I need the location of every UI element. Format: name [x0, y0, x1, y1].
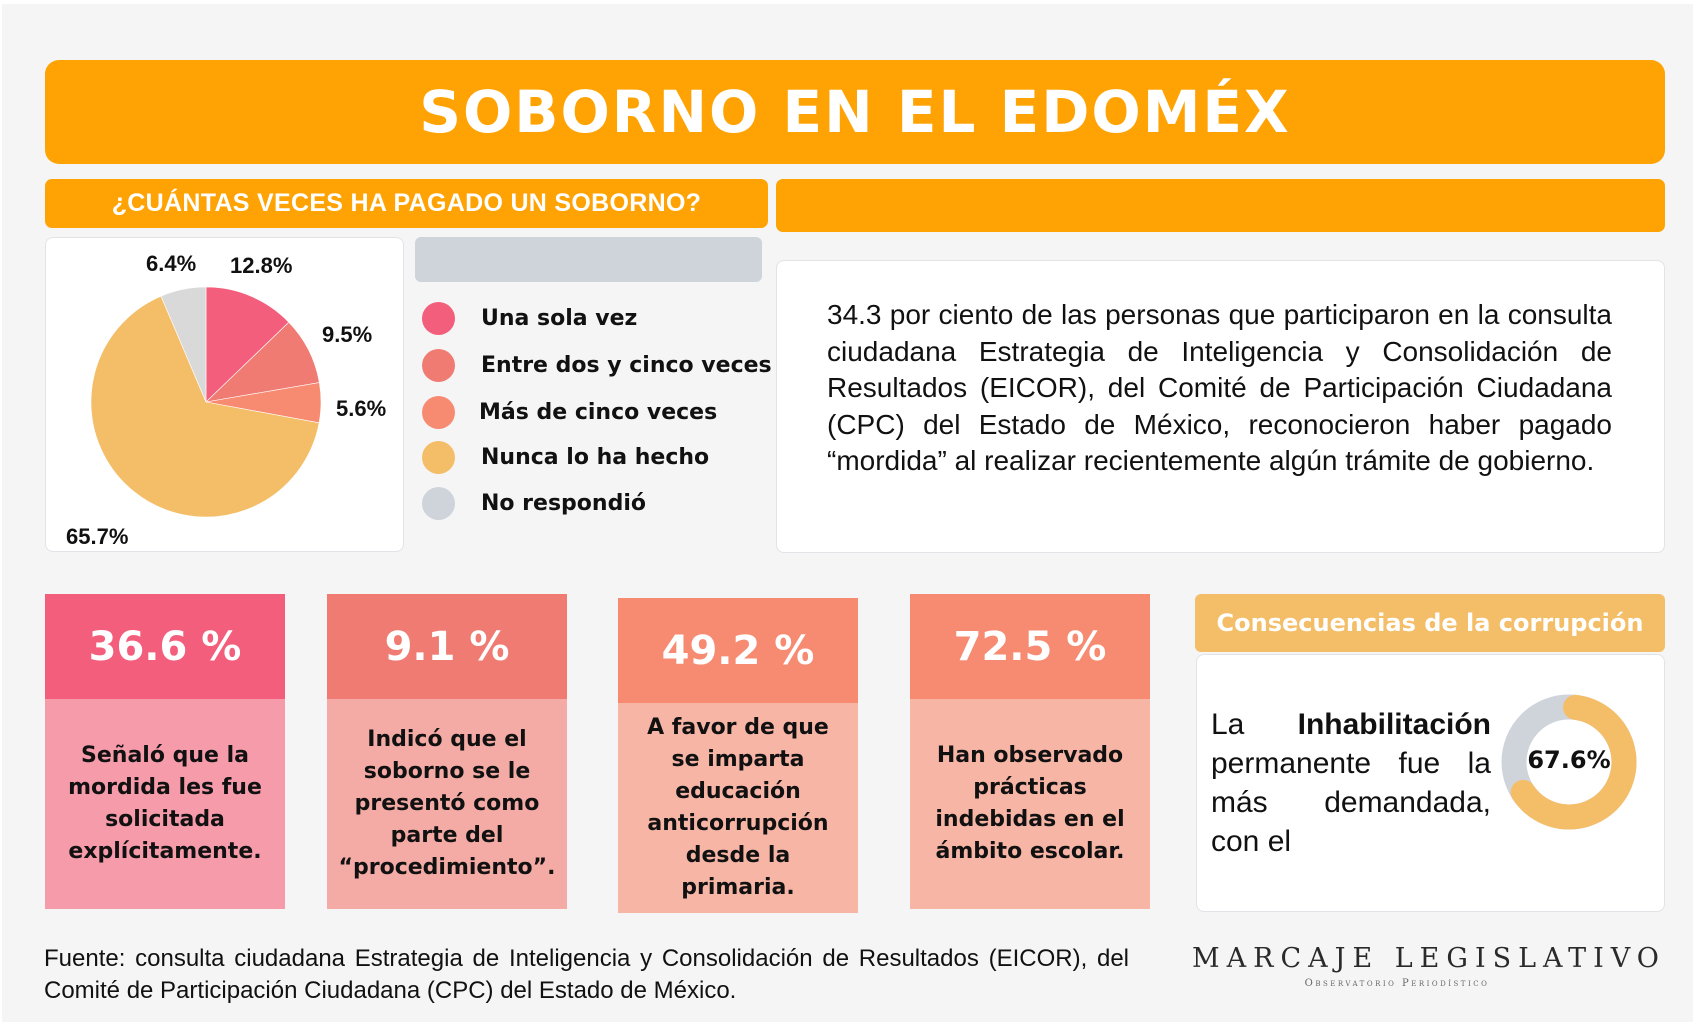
stat-description: Señaló que la mordida les fue solicitada… — [68, 743, 262, 864]
consequences-title: Consecuencias de la corrupción — [1216, 609, 1644, 637]
donut-percent-label: 67.6% — [1527, 746, 1611, 774]
source-note: Fuente: consulta ciudadana Estrategia de… — [44, 945, 1129, 1004]
legend-item: Entre dos y cinco veces — [422, 347, 772, 383]
pie-slice-4 — [160, 286, 207, 403]
pie-slice-0 — [205, 286, 290, 403]
legend-label: Más de cinco veces — [479, 399, 718, 425]
stat-body: A favor de que se imparta educación anti… — [618, 703, 858, 913]
stat-header: 36.6 % — [45, 594, 285, 699]
legend-item: Más de cinco veces — [422, 394, 717, 430]
legend-dot-icon — [422, 301, 455, 335]
stat-header: 9.1 % — [327, 594, 567, 699]
title-banner: SOBORNO EN EL EDOMÉX — [45, 60, 1665, 164]
legend-header-bar — [415, 237, 762, 282]
legend-item: Una sola vez — [422, 300, 637, 336]
pie-chart-card: 12.8% 9.5% 5.6% 65.7% 6.4% — [45, 237, 404, 552]
pie-chart — [90, 286, 322, 518]
stat-card: 49.2 % A favor de que se imparta educaci… — [618, 598, 858, 913]
summary-text: 34.3 por ciento de las personas que part… — [827, 299, 1612, 476]
pie-label-entre-dos-y-cinco: 9.5% — [322, 322, 373, 347]
consequences-text-bold: Inhabilitación — [1297, 708, 1491, 741]
stat-card: 72.5 % Han observado prácticas indebidas… — [910, 594, 1150, 909]
subtitle-banner: ¿CUÁNTAS VECES HA PAGADO UN SOBORNO? — [45, 179, 768, 228]
stat-card: 36.6 % Señaló que la mordida les fue sol… — [45, 594, 285, 909]
stat-body: Señaló que la mordida les fue solicitada… — [45, 699, 285, 909]
logo-wordmark: MARCAJE LEGISLATIVO — [1192, 943, 1666, 974]
legend-label: Nunca lo ha hecho — [481, 444, 710, 470]
stat-card: 9.1 % Indicó que el soborno se le presen… — [327, 594, 567, 909]
legend-item: Nunca lo ha hecho — [422, 439, 709, 475]
legend-label: Una sola vez — [481, 305, 638, 331]
stat-header: 49.2 % — [618, 598, 858, 703]
decorative-banner — [776, 179, 1665, 232]
donut-chart — [1501, 694, 1637, 830]
pie-label-nunca: 65.7% — [66, 524, 129, 549]
logo-tagline: Observatorio Periodístico — [1304, 978, 1490, 989]
consequences-text: La Inhabilitación permanente fue la más … — [1211, 705, 1491, 861]
donut-progress-arc — [1510, 694, 1637, 830]
pie-label-mas-de-cinco: 5.6% — [336, 396, 387, 421]
stat-description: A favor de que se imparta educación anti… — [647, 715, 829, 900]
consequences-text-before: La — [1211, 708, 1298, 741]
legend-dot-icon — [422, 486, 455, 520]
stat-header: 72.5 % — [910, 594, 1150, 699]
legend-dot-icon — [422, 395, 455, 429]
legend-dot-icon — [422, 440, 455, 474]
section-title: ¿CUÁNTAS VECES HA PAGADO UN SOBORNO? — [111, 189, 702, 217]
consequences-header: Consecuencias de la corrupción — [1195, 594, 1665, 652]
stat-description: Han observado prácticas indebidas en el … — [935, 743, 1125, 864]
stat-value: 49.2 % — [661, 627, 815, 674]
stat-body: Indicó que el soborno se le presentó com… — [327, 699, 567, 909]
legend-label: No respondió — [481, 490, 646, 516]
pie-label-una-sola-vez: 12.8% — [230, 253, 293, 278]
legend-item: No respondió — [422, 485, 646, 521]
legend-dot-icon — [422, 348, 455, 382]
legend-label: Entre dos y cinco veces — [481, 352, 772, 378]
stat-value: 9.1 % — [384, 623, 510, 670]
consequences-text-after: permanente fue la más demandada, con el — [1211, 747, 1491, 858]
stat-body: Han observado prácticas indebidas en el … — [910, 699, 1150, 909]
pie-label-no-respondio: 6.4% — [146, 251, 197, 276]
summary-card: 34.3 por ciento de las personas que part… — [776, 260, 1665, 553]
page-title: SOBORNO EN EL EDOMÉX — [419, 78, 1291, 146]
stat-value: 36.6 % — [88, 623, 242, 670]
stat-description: Indicó que el soborno se le presentó com… — [338, 727, 556, 880]
pie-slice-3 — [90, 295, 320, 518]
stat-value: 72.5 % — [953, 623, 1107, 670]
